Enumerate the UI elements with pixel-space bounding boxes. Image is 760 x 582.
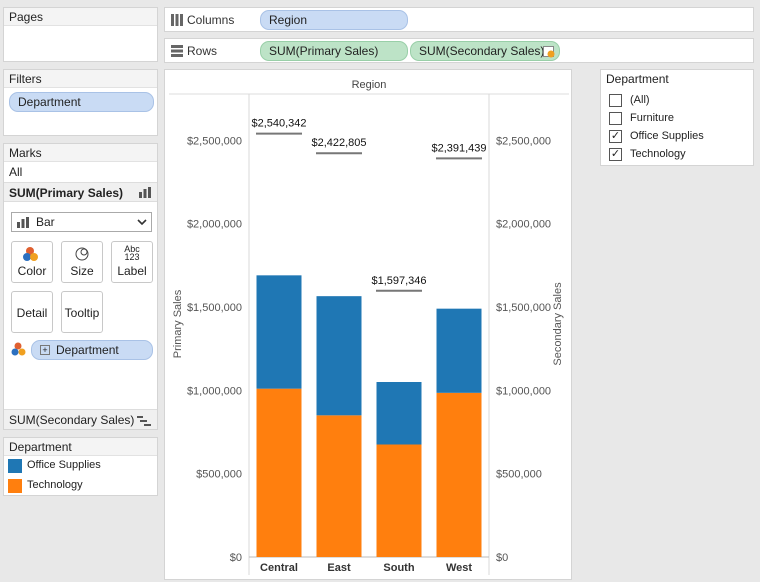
bar-segment xyxy=(376,444,422,557)
size-button-label: Size xyxy=(70,264,94,278)
filters-card: Filters Department xyxy=(3,69,158,136)
marks-all-tab[interactable]: All xyxy=(9,165,23,179)
columns-pill-region[interactable]: Region xyxy=(260,10,408,30)
gantt-icon xyxy=(137,415,151,429)
tooltip-button[interactable]: Tooltip xyxy=(61,291,103,333)
checkbox-checked[interactable]: ✓ xyxy=(609,148,622,161)
bar-segment xyxy=(256,388,302,557)
column-header-region: Region xyxy=(352,79,387,91)
label-button-label: Label xyxy=(117,264,147,278)
marks-field-pill-label: Department xyxy=(56,343,119,357)
legend-item-label: Office Supplies xyxy=(27,459,101,471)
legend-swatch xyxy=(8,459,22,473)
color-encoding-icon xyxy=(11,342,27,359)
filters-title: Filters xyxy=(4,70,157,88)
color-legend-title: Department xyxy=(4,438,157,456)
y2-tick-label: $0 xyxy=(496,552,508,564)
marks-primary-header[interactable]: SUM(Primary Sales) xyxy=(4,182,157,202)
y-tick-label: $1,000,000 xyxy=(187,385,242,397)
pages-title: Pages xyxy=(4,8,157,26)
y2-tick-label: $500,000 xyxy=(496,469,542,481)
bar-type-icon xyxy=(17,217,29,231)
dual-axis-icon xyxy=(543,45,555,63)
data-label: $2,422,805 xyxy=(311,137,366,149)
y2-tick-label: $1,500,000 xyxy=(496,302,551,314)
legend-swatch xyxy=(8,479,22,493)
x-tick-label: East xyxy=(327,562,351,574)
marks-field-pill-department[interactable]: + Department xyxy=(31,340,153,360)
department-filter-title: Department xyxy=(601,70,753,88)
y-tick-label: $2,500,000 xyxy=(187,135,242,147)
bar-segment xyxy=(316,415,362,557)
y-tick-label: $0 xyxy=(230,552,242,564)
y2-tick-label: $1,000,000 xyxy=(496,385,551,397)
mark-type-select[interactable]: Bar xyxy=(11,212,152,232)
marks-secondary-label: SUM(Secondary Sales) xyxy=(9,413,135,427)
rows-label: Rows xyxy=(187,44,218,58)
marks-title: Marks xyxy=(4,144,157,162)
color-legend-card: Department Office Supplies Technology xyxy=(3,437,158,496)
rows-pill-secondary-sales[interactable]: SUM(Secondary Sales) xyxy=(410,41,560,61)
mark-type-label: Bar xyxy=(36,215,55,229)
checkbox-checked[interactable]: ✓ xyxy=(609,130,622,143)
filter-option-label: (All) xyxy=(630,94,650,106)
bar-segment xyxy=(316,296,362,416)
data-label: $1,597,346 xyxy=(371,275,426,287)
filter-option-label: Furniture xyxy=(630,112,675,124)
columns-icon xyxy=(171,14,183,29)
filter-option-label: Technology xyxy=(630,148,686,160)
x-tick-label: Central xyxy=(260,562,298,574)
y-tick-label: $2,000,000 xyxy=(187,219,242,231)
marks-primary-label: SUM(Primary Sales) xyxy=(9,186,124,200)
bar-chart-icon xyxy=(139,187,151,198)
data-label: $2,391,439 xyxy=(431,142,486,154)
columns-shelf: Columns Region xyxy=(164,7,754,32)
marks-secondary-header[interactable]: SUM(Secondary Sales) xyxy=(4,409,157,429)
legend-item-label: Technology xyxy=(27,479,83,491)
detail-button-label: Detail xyxy=(16,306,48,320)
bar-segment xyxy=(436,392,482,557)
rows-pill-primary-sales[interactable]: SUM(Primary Sales) xyxy=(260,41,408,61)
detail-button[interactable]: Detail xyxy=(11,291,53,333)
pages-card: Pages xyxy=(3,7,158,62)
rows-pill-secondary-label: SUM(Secondary Sales) xyxy=(419,44,545,58)
tooltip-button-label: Tooltip xyxy=(64,306,100,320)
checkbox[interactable] xyxy=(609,94,622,107)
color-button-label: Color xyxy=(17,264,47,278)
x-tick-label: West xyxy=(446,562,472,574)
x-tick-label: South xyxy=(383,562,414,574)
y-tick-label: $500,000 xyxy=(196,469,242,481)
chart-area: Region $0 $0 $500,000 $500,000 $1,000,000 $1,0… xyxy=(164,69,572,580)
y-tick-label: $1,500,000 xyxy=(187,302,242,314)
size-button[interactable]: Size xyxy=(61,241,103,283)
y2-tick-label: $2,500,000 xyxy=(496,135,551,147)
bar-segment xyxy=(376,382,422,445)
y-axis-title: Primary Sales xyxy=(172,289,184,358)
marks-card: Marks All SUM(Primary Sales) Bar Color S… xyxy=(3,143,158,430)
rows-shelf: Rows SUM(Primary Sales) SUM(Secondary Sa… xyxy=(164,38,754,63)
bar-chart: Region $0 $0 $500,000 $500,000 $1,000,000 $1,0… xyxy=(169,79,569,575)
expand-icon[interactable]: + xyxy=(40,345,50,355)
filter-option-label: Office Supplies xyxy=(630,130,704,142)
y2-axis-title: Secondary Sales xyxy=(552,282,564,366)
color-button[interactable]: Color xyxy=(11,241,53,283)
chevron-down-icon xyxy=(137,216,147,230)
bar-segment xyxy=(256,275,302,389)
label-button[interactable]: Abc 123 Label xyxy=(111,241,153,283)
rows-icon xyxy=(171,45,183,60)
label-glyph-top: Abc xyxy=(124,244,140,254)
y2-tick-label: $2,000,000 xyxy=(496,219,551,231)
columns-label: Columns xyxy=(187,13,235,27)
filter-pill-department[interactable]: Department xyxy=(9,92,154,112)
data-label: $2,540,342 xyxy=(251,118,306,130)
department-filter-card: Department (All) Furniture ✓ Office Supp… xyxy=(600,69,754,166)
checkbox[interactable] xyxy=(609,112,622,125)
label-glyph-bottom: 123 xyxy=(124,252,140,262)
bar-segment xyxy=(436,308,482,393)
